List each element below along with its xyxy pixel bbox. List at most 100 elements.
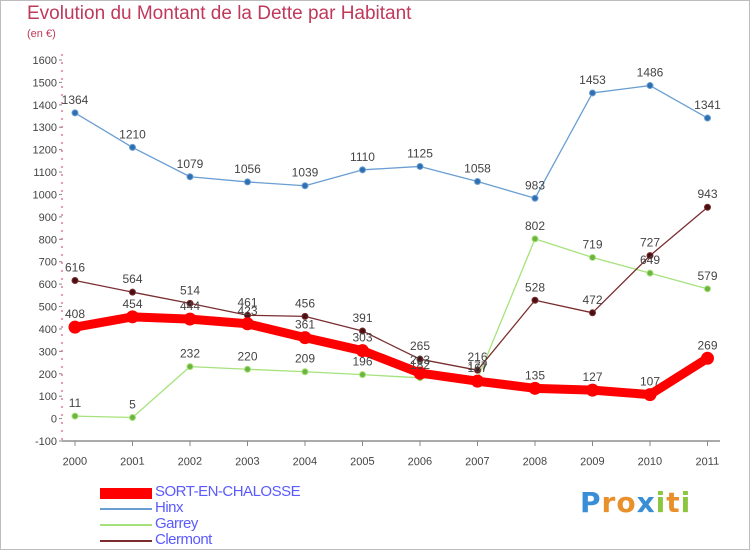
data-label-hinx: 1486 bbox=[637, 66, 664, 80]
data-label-garrey: 209 bbox=[295, 352, 315, 366]
series-line-sort-en-chalosse bbox=[70, 312, 712, 400]
x-tick-label: 2011 bbox=[695, 456, 719, 469]
data-point-hinx bbox=[244, 178, 251, 186]
data-label-sort-en-chalosse: 423 bbox=[237, 304, 257, 318]
data-label-clermont: 472 bbox=[582, 293, 602, 307]
data-label-garrey: 649 bbox=[640, 253, 660, 267]
data-point-sort-en-chalosse bbox=[471, 374, 484, 388]
x-tick-label: 2003 bbox=[235, 456, 260, 469]
data-point-clermont bbox=[129, 288, 136, 296]
logo-letter: P bbox=[580, 486, 602, 519]
legend-label-clermont: Clermont bbox=[155, 531, 212, 548]
data-point-hinx bbox=[301, 182, 309, 190]
legend-label-sort-en-chalosse: SORT-EN-CHALOSSE bbox=[155, 483, 301, 500]
data-label-garrey: 719 bbox=[582, 237, 602, 251]
x-tick-label: 2004 bbox=[292, 456, 317, 469]
data-label-garrey: 11 bbox=[69, 396, 82, 410]
data-label-sort-en-chalosse: 361 bbox=[295, 318, 315, 332]
data-label-hinx: 1210 bbox=[119, 127, 146, 141]
x-tick-label: 2000 bbox=[62, 456, 87, 469]
y-tick-label: 900 bbox=[39, 212, 57, 224]
legend-label-hinx: Hinx bbox=[155, 499, 184, 516]
y-tick-label: -100 bbox=[35, 436, 57, 448]
data-point-hinx bbox=[186, 173, 194, 181]
data-label-sort-en-chalosse: 167 bbox=[467, 361, 487, 375]
data-point-clermont bbox=[416, 355, 424, 363]
data-label-clermont: 528 bbox=[525, 280, 545, 294]
data-label-sort-en-chalosse: 135 bbox=[525, 368, 545, 382]
chart-subtitle: (en €) bbox=[27, 28, 56, 40]
data-point-sort-en-chalosse bbox=[356, 344, 369, 358]
data-point-sort-en-chalosse bbox=[528, 381, 542, 395]
data-label-clermont: 391 bbox=[352, 311, 372, 325]
x-tick-label: 2009 bbox=[580, 456, 605, 469]
data-point-clermont bbox=[474, 366, 481, 374]
data-label-clermont: 456 bbox=[295, 296, 315, 310]
data-label-garrey: 802 bbox=[525, 219, 545, 233]
proxiti-logo: Proxiti bbox=[580, 486, 691, 519]
data-label-hinx: 1110 bbox=[350, 150, 375, 164]
x-tick-label: 2001 bbox=[120, 456, 145, 469]
x-tick-label: 2008 bbox=[522, 456, 547, 469]
data-point-garrey bbox=[531, 235, 539, 243]
data-label-sort-en-chalosse: 444 bbox=[180, 299, 200, 313]
data-label-clermont: 943 bbox=[697, 187, 717, 201]
y-tick-label: 1100 bbox=[33, 167, 57, 179]
y-tick-label: 1400 bbox=[33, 100, 57, 112]
logo-letter: i bbox=[680, 486, 692, 519]
data-point-garrey bbox=[301, 368, 309, 376]
data-point-hinx bbox=[129, 143, 136, 151]
data-point-garrey bbox=[646, 269, 654, 277]
data-point-clermont bbox=[704, 203, 711, 211]
data-label-sort-en-chalosse: 127 bbox=[582, 370, 602, 384]
data-point-sort-en-chalosse bbox=[298, 331, 312, 345]
data-point-clermont bbox=[589, 309, 596, 317]
data-point-hinx bbox=[589, 89, 596, 97]
data-label-sort-en-chalosse: 107 bbox=[640, 375, 660, 389]
data-label-clermont: 564 bbox=[122, 272, 142, 286]
data-point-hinx bbox=[71, 109, 79, 117]
x-tick-label: 2002 bbox=[177, 456, 202, 469]
data-point-garrey bbox=[71, 412, 79, 420]
y-tick-label: 1500 bbox=[33, 77, 57, 89]
y-tick-label: 1200 bbox=[33, 145, 57, 157]
legend-swatch-hinx bbox=[100, 508, 152, 510]
data-point-sort-en-chalosse bbox=[643, 388, 657, 402]
data-point-sort-en-chalosse bbox=[701, 351, 714, 365]
data-point-garrey bbox=[244, 365, 251, 373]
data-point-hinx bbox=[416, 162, 424, 170]
data-label-garrey: 232 bbox=[180, 347, 200, 361]
data-point-hinx bbox=[704, 114, 711, 122]
data-point-clermont bbox=[646, 252, 654, 260]
data-label-hinx: 1056 bbox=[234, 162, 261, 176]
data-point-sort-en-chalosse bbox=[241, 317, 254, 331]
data-label-clermont: 727 bbox=[640, 236, 660, 250]
data-point-hinx bbox=[646, 82, 654, 90]
data-point-clermont bbox=[359, 327, 366, 335]
data-point-clermont bbox=[531, 296, 539, 304]
data-point-sort-en-chalosse bbox=[126, 310, 139, 324]
legend-label-garrey: Garrey bbox=[155, 515, 198, 532]
y-tick-label: 600 bbox=[39, 279, 57, 291]
data-point-garrey bbox=[129, 413, 136, 421]
data-label-garrey: 196 bbox=[352, 355, 372, 369]
data-label-garrey: 220 bbox=[237, 349, 257, 363]
data-label-hinx: 1341 bbox=[694, 98, 721, 112]
chart-title: Evolution du Montant de la Dette par Hab… bbox=[27, 3, 412, 24]
x-tick-label: 2005 bbox=[350, 456, 375, 469]
series-line-garrey bbox=[74, 238, 709, 419]
data-label-garrey: 177 bbox=[467, 359, 487, 373]
data-label-hinx: 983 bbox=[525, 178, 545, 192]
data-point-sort-en-chalosse bbox=[68, 320, 82, 334]
data-label-garrey: 182 bbox=[410, 358, 430, 372]
data-point-garrey bbox=[704, 285, 711, 293]
series-line-hinx bbox=[74, 84, 709, 199]
legend-swatch-clermont bbox=[100, 540, 152, 542]
data-point-sort-en-chalosse bbox=[586, 383, 599, 397]
logo-letter: o bbox=[616, 486, 637, 519]
data-label-sort-en-chalosse: 203 bbox=[410, 353, 430, 367]
data-label-hinx: 1125 bbox=[407, 146, 433, 160]
data-point-hinx bbox=[531, 194, 539, 202]
